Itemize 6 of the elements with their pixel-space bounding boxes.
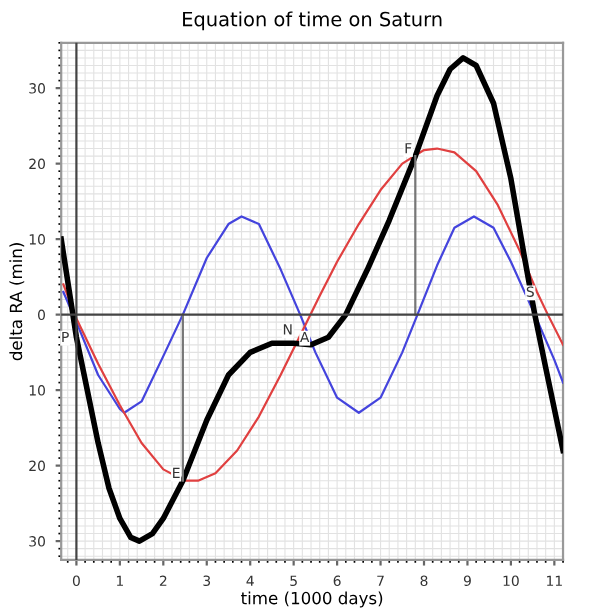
y-axis-title: delta RA (min)	[9, 243, 25, 361]
x-axis-title: time (1000 days)	[241, 591, 383, 608]
chart-title: Equation of time on Saturn	[183, 11, 442, 31]
line-series	[62, 147, 564, 482]
line-series	[62, 215, 564, 414]
line-series	[61, 55, 564, 544]
